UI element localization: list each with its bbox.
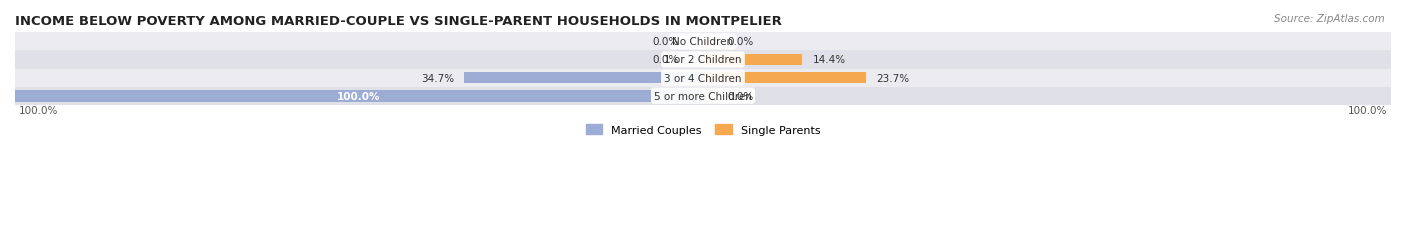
- Text: 0.0%: 0.0%: [652, 37, 679, 47]
- Text: 0.0%: 0.0%: [727, 37, 754, 47]
- Text: 14.4%: 14.4%: [813, 55, 845, 65]
- Bar: [15, 87, 1391, 105]
- Bar: [15, 90, 703, 102]
- Text: 100.0%: 100.0%: [18, 105, 58, 115]
- Bar: [703, 54, 801, 66]
- Bar: [703, 72, 866, 84]
- Text: 5 or more Children: 5 or more Children: [654, 91, 752, 101]
- Bar: [695, 54, 703, 66]
- Text: 23.7%: 23.7%: [876, 73, 910, 83]
- Bar: [695, 36, 703, 48]
- Text: 1 or 2 Children: 1 or 2 Children: [664, 55, 742, 65]
- Bar: [15, 69, 1391, 87]
- Bar: [703, 90, 711, 102]
- Text: 3 or 4 Children: 3 or 4 Children: [664, 73, 742, 83]
- Text: 100.0%: 100.0%: [337, 91, 381, 101]
- Text: 100.0%: 100.0%: [1348, 105, 1388, 115]
- Text: INCOME BELOW POVERTY AMONG MARRIED-COUPLE VS SINGLE-PARENT HOUSEHOLDS IN MONTPEL: INCOME BELOW POVERTY AMONG MARRIED-COUPL…: [15, 15, 782, 28]
- Text: 0.0%: 0.0%: [652, 55, 679, 65]
- Text: 0.0%: 0.0%: [727, 91, 754, 101]
- Bar: [15, 33, 1391, 51]
- Legend: Married Couples, Single Parents: Married Couples, Single Parents: [581, 120, 825, 140]
- Text: Source: ZipAtlas.com: Source: ZipAtlas.com: [1274, 14, 1385, 24]
- Text: 34.7%: 34.7%: [420, 73, 454, 83]
- Bar: [703, 36, 711, 48]
- Bar: [464, 72, 703, 84]
- Bar: [15, 51, 1391, 69]
- Text: No Children: No Children: [672, 37, 734, 47]
